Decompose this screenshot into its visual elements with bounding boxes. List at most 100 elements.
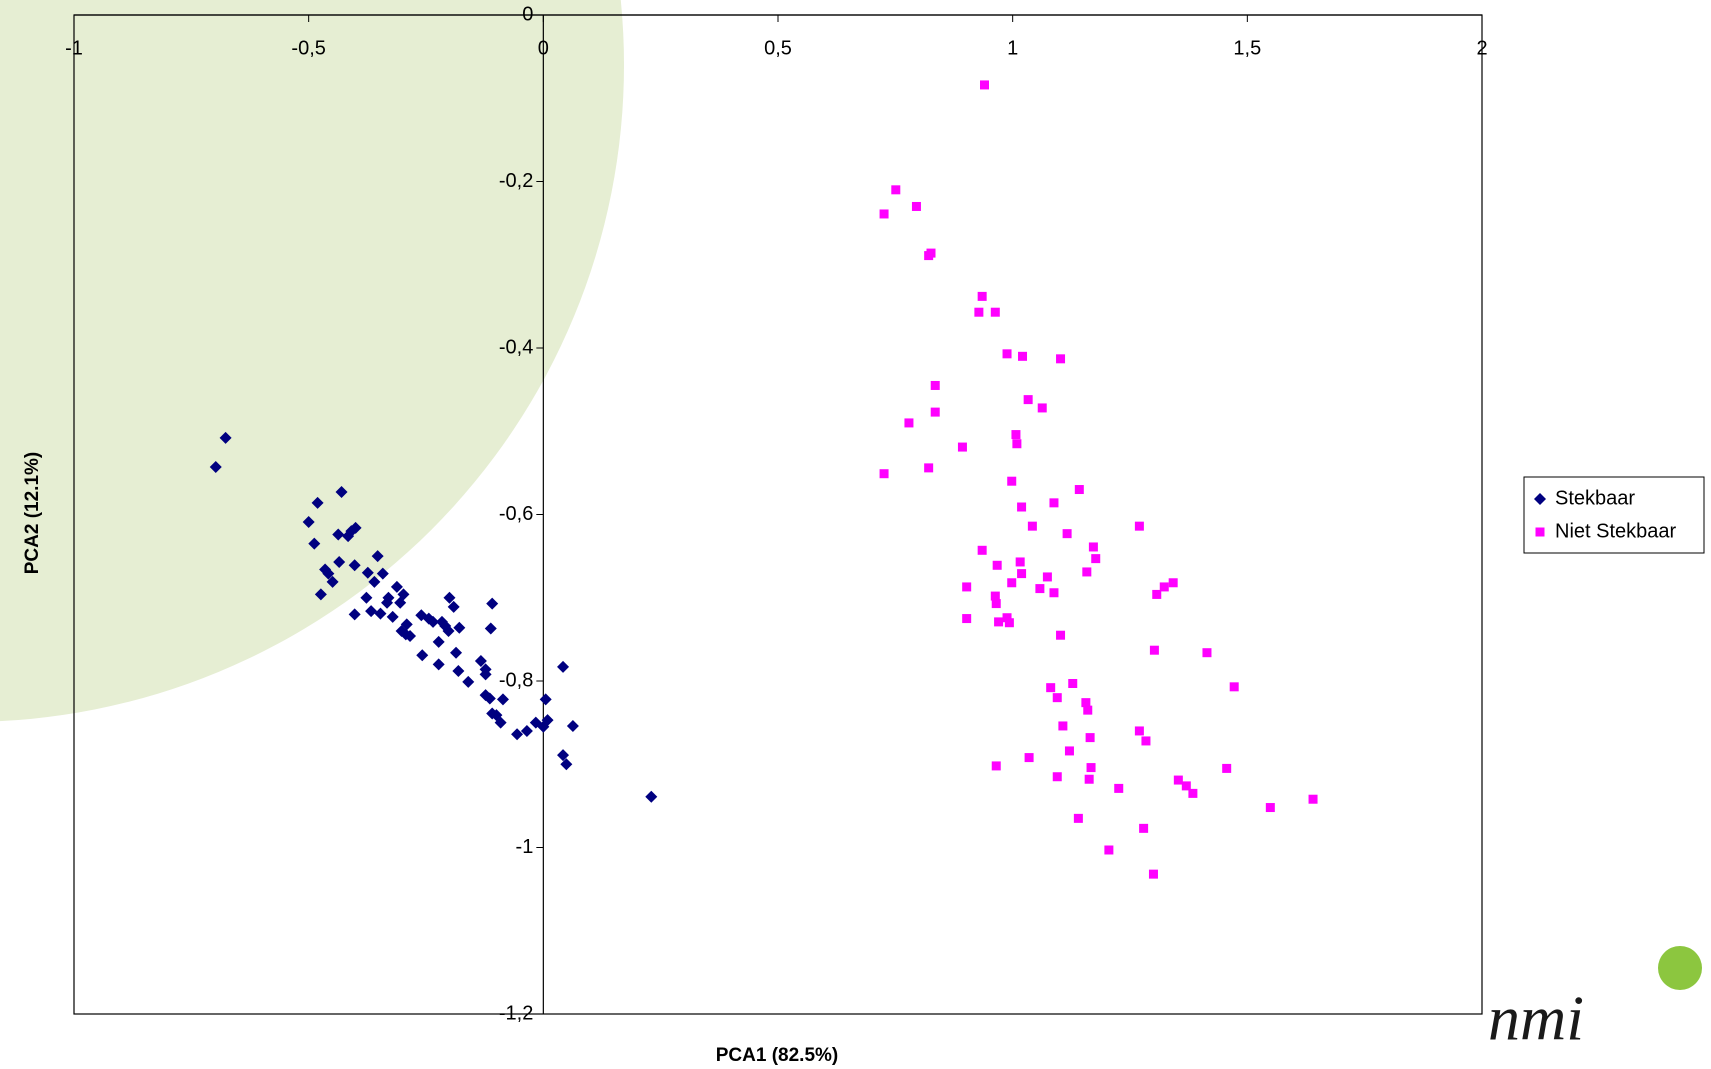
legend-marker (1535, 527, 1545, 537)
point (374, 607, 387, 620)
point (332, 528, 345, 541)
point (977, 545, 987, 555)
point (361, 566, 374, 579)
y-tick-label: -1,2 (499, 1002, 533, 1024)
point (453, 621, 466, 634)
point (1082, 567, 1092, 577)
point (1265, 803, 1275, 813)
y-tick-label: -0,6 (499, 503, 533, 525)
point (992, 560, 1002, 570)
point (1052, 772, 1062, 782)
point (219, 431, 232, 444)
point (1062, 529, 1072, 539)
point (1018, 351, 1028, 361)
y-tick-label: -0,4 (499, 336, 533, 358)
legend-label: Niet Stekbaar (1555, 520, 1677, 542)
point (1134, 726, 1144, 736)
background-shape (0, 0, 624, 721)
point (1052, 693, 1062, 703)
point (990, 307, 1000, 317)
point (1068, 678, 1078, 688)
point (452, 665, 465, 678)
point (930, 407, 940, 417)
point (879, 209, 889, 219)
point (879, 469, 889, 479)
point (348, 559, 361, 572)
point (486, 597, 499, 610)
point (1181, 781, 1191, 791)
point (962, 582, 972, 592)
point (1173, 775, 1183, 785)
point (557, 660, 570, 673)
point (1104, 845, 1114, 855)
x-tick-label: 0,5 (764, 37, 792, 59)
point (1046, 683, 1056, 693)
point (1017, 569, 1027, 579)
point (1085, 733, 1095, 743)
point (345, 525, 358, 538)
x-tick-label: 2 (1476, 37, 1487, 59)
point (496, 693, 509, 706)
point (450, 646, 463, 659)
point (1229, 682, 1239, 692)
point (1148, 869, 1158, 879)
point (1007, 578, 1017, 588)
point (335, 486, 348, 499)
point (994, 617, 1004, 627)
point (394, 596, 407, 609)
point (511, 728, 524, 741)
point (1004, 618, 1014, 628)
point (1114, 783, 1124, 793)
point (924, 463, 934, 473)
point (891, 185, 901, 195)
point (1188, 788, 1198, 798)
y-tick-label: -0,2 (499, 170, 533, 192)
y-tick-label: -1 (516, 836, 534, 858)
point (1091, 554, 1101, 564)
point (1002, 613, 1012, 623)
point (371, 550, 384, 563)
point (1074, 485, 1084, 495)
point (980, 80, 990, 90)
point (348, 608, 361, 621)
point (326, 575, 339, 588)
point (557, 749, 570, 762)
point (484, 622, 497, 635)
point (911, 201, 921, 211)
point (483, 692, 496, 705)
point (1027, 521, 1037, 531)
point (390, 580, 403, 593)
point (360, 591, 373, 604)
point (386, 610, 399, 623)
point (1139, 823, 1149, 833)
point (1086, 763, 1096, 773)
point (1064, 746, 1074, 756)
point (1149, 645, 1159, 655)
y-tick-label: -0,8 (499, 669, 533, 691)
point (1083, 705, 1093, 715)
point (1023, 395, 1033, 405)
point (432, 658, 445, 671)
point (1058, 721, 1068, 731)
point (1007, 476, 1017, 486)
point (432, 635, 445, 648)
point (416, 649, 429, 662)
point (990, 591, 1000, 601)
x-tick-label: 1 (1007, 37, 1018, 59)
point (930, 380, 940, 390)
point (462, 675, 475, 688)
logo: nmi (1488, 983, 1584, 1054)
x-axis-title: PCA1 (82.5%) (716, 1045, 839, 1066)
point (645, 790, 658, 803)
point (539, 693, 552, 706)
point (399, 628, 412, 641)
point (443, 591, 456, 604)
point (1134, 521, 1144, 531)
legend-box (1523, 476, 1705, 554)
point (1084, 774, 1094, 784)
point (541, 714, 554, 727)
point (1202, 648, 1212, 658)
point (1015, 557, 1025, 567)
point (962, 614, 972, 624)
legend: Stekbaar Niet Stekbaar (1523, 476, 1705, 554)
